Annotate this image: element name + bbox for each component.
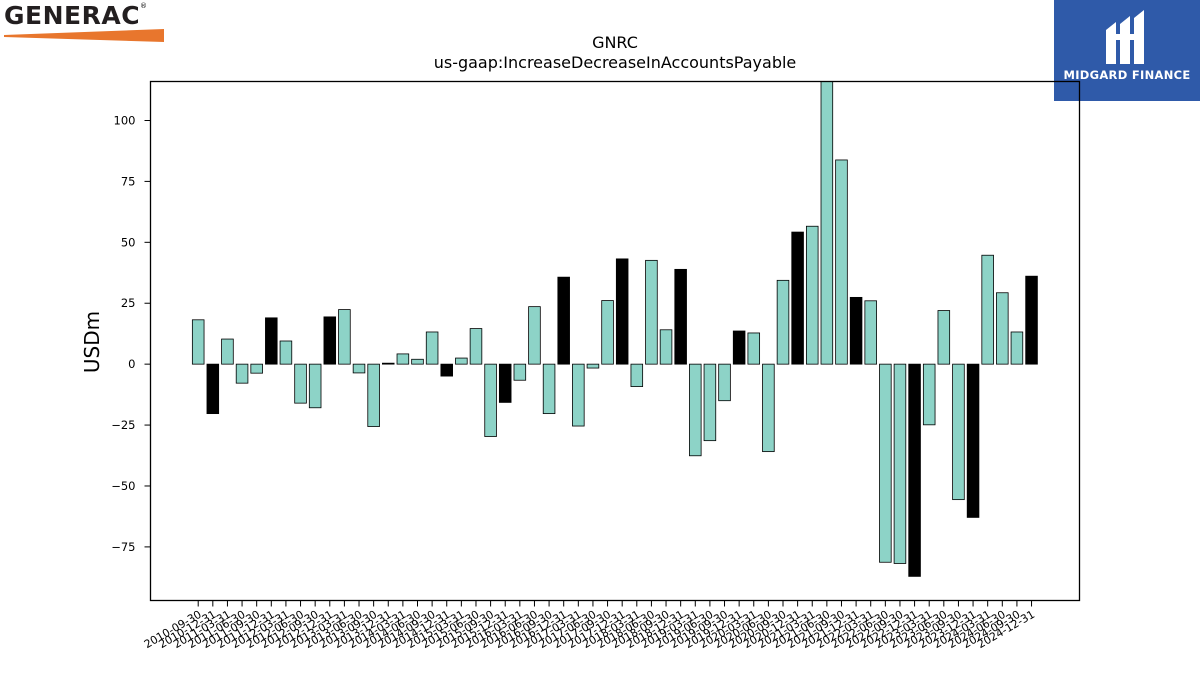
bar-2014-03-31 bbox=[396, 353, 410, 365]
y-tick-label: −50 bbox=[111, 479, 135, 493]
bar-2023-03-31 bbox=[922, 363, 936, 426]
bar-2024-03-31 bbox=[981, 254, 994, 365]
bar-2013-09-30 bbox=[367, 363, 380, 427]
bar-2010-12-31 bbox=[206, 363, 220, 415]
bar-2017-06-30 bbox=[586, 363, 600, 369]
bar-2022-06-30 bbox=[879, 363, 892, 563]
generac-swoosh-icon bbox=[4, 29, 164, 42]
bar-2022-09-30 bbox=[893, 363, 907, 564]
chart-title: GNRC bbox=[592, 33, 638, 52]
bar-2010-09-30 bbox=[191, 319, 205, 365]
bar-2013-03-31 bbox=[338, 309, 351, 365]
bar-2013-12-31 bbox=[382, 362, 395, 365]
generac-registered-mark: ® bbox=[140, 2, 148, 10]
bar-2020-03-31 bbox=[747, 332, 761, 365]
y-tick-label: 50 bbox=[121, 235, 136, 249]
bar-2024-12-31 bbox=[1025, 275, 1038, 365]
bar-2015-06-30 bbox=[469, 328, 483, 365]
y-tick-label: 75 bbox=[121, 174, 136, 188]
bar-2012-06-30 bbox=[294, 363, 307, 404]
bar-2018-06-30 bbox=[645, 259, 658, 365]
bar-2024-06-30 bbox=[996, 292, 1009, 365]
bar-2019-03-31 bbox=[689, 363, 702, 457]
bar-2024-09-30 bbox=[1010, 331, 1024, 365]
generac-logo: GENERAC® bbox=[4, 2, 174, 44]
bar-2023-09-30 bbox=[952, 363, 965, 501]
bar-2019-12-31 bbox=[732, 330, 746, 365]
bar-2020-12-31 bbox=[791, 231, 804, 365]
bar-2011-03-31 bbox=[221, 338, 234, 365]
bar-2011-09-30 bbox=[250, 363, 263, 374]
bar-2015-12-31 bbox=[498, 363, 512, 403]
bar-2019-09-30 bbox=[718, 363, 731, 402]
bar-2023-06-30 bbox=[937, 310, 951, 365]
bar-2014-06-30 bbox=[411, 358, 424, 365]
bar-2016-12-31 bbox=[557, 276, 570, 365]
bar-2014-12-31 bbox=[440, 363, 453, 377]
bar-2017-03-31 bbox=[572, 363, 585, 427]
x-axis-ticks: 2010-09-302010-12-312011-03-312011-06-30… bbox=[142, 600, 1037, 651]
bar-2017-09-30 bbox=[601, 300, 614, 365]
bar-2021-06-30 bbox=[820, 81, 834, 365]
bar-2012-03-31 bbox=[279, 340, 293, 365]
bar-2021-09-30 bbox=[835, 159, 848, 365]
bar-2018-09-30 bbox=[659, 329, 673, 365]
y-axis-ticks: −75 −50 −25 0 25 50 75 100 bbox=[111, 113, 151, 554]
chart-subtitle: us-gaap:IncreaseDecreaseInAccountsPayabl… bbox=[434, 53, 797, 72]
y-tick-label: 0 bbox=[128, 357, 135, 371]
y-tick-label: 25 bbox=[121, 296, 136, 310]
bar-2011-12-31 bbox=[265, 317, 278, 365]
bar-2022-03-31 bbox=[864, 300, 877, 365]
bar-2011-06-30 bbox=[235, 363, 249, 384]
bar-2016-06-30 bbox=[528, 306, 541, 365]
generac-logo-text: GENERAC bbox=[4, 1, 141, 30]
bar-2022-12-31 bbox=[908, 363, 921, 577]
y-tick-label: −25 bbox=[111, 418, 135, 432]
bar-2019-06-30 bbox=[703, 363, 717, 442]
bar-2023-12-31 bbox=[966, 363, 980, 518]
bar-2012-09-30 bbox=[308, 363, 322, 409]
bar-2020-06-30 bbox=[762, 363, 775, 453]
bar-2018-12-31 bbox=[674, 268, 687, 365]
bar-2013-06-30 bbox=[352, 363, 366, 374]
bars-group bbox=[191, 81, 1038, 577]
midgard-m-mark-icon bbox=[1106, 10, 1144, 64]
bar-2021-03-31 bbox=[805, 225, 819, 365]
bar-2012-12-31 bbox=[323, 316, 337, 365]
bar-2016-03-31 bbox=[513, 363, 527, 381]
y-tick-label: −75 bbox=[111, 540, 135, 554]
bar-2016-09-30 bbox=[542, 363, 556, 415]
y-tick-label: 100 bbox=[114, 113, 136, 127]
bar-2015-03-31 bbox=[455, 357, 468, 365]
bar-2018-03-31 bbox=[630, 363, 644, 387]
bar-2014-09-30 bbox=[425, 331, 439, 365]
midgard-finance-name: MIDGARD FINANCE bbox=[1063, 68, 1191, 82]
bar-2017-12-31 bbox=[615, 258, 629, 365]
bar-2015-09-30 bbox=[484, 363, 497, 437]
bar-2021-12-31 bbox=[849, 296, 863, 365]
y-axis-label: USDm bbox=[80, 311, 104, 373]
bar-2020-09-30 bbox=[776, 279, 790, 365]
midgard-finance-logo: MIDGARD FINANCE bbox=[1054, 0, 1200, 101]
plot-frame bbox=[149, 80, 1081, 602]
